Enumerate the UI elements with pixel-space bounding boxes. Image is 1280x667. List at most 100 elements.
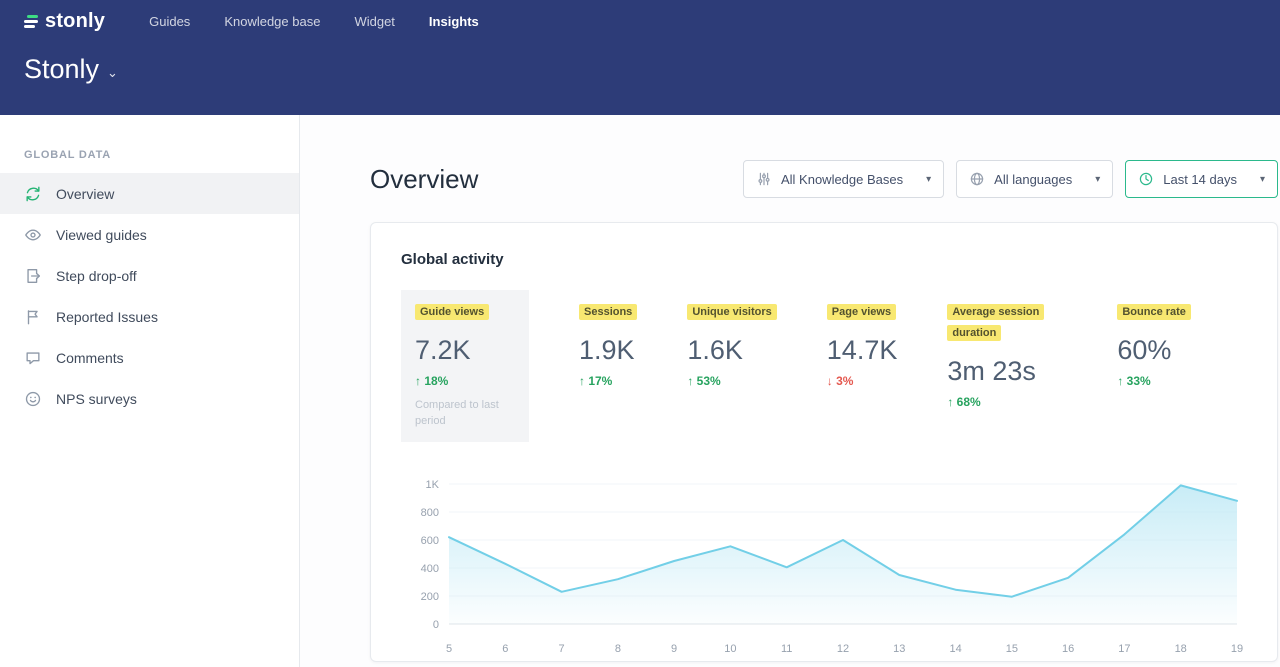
stonly-logo-icon <box>24 15 38 28</box>
metric-label: Unique visitors <box>687 304 776 320</box>
filters-row: All Knowledge Bases▾All languages▾Last 1… <box>743 160 1278 198</box>
chevron-down-icon: ▾ <box>1260 174 1265 185</box>
metric-value: 7.2K <box>415 335 515 366</box>
svg-text:9: 9 <box>671 643 677 655</box>
svg-text:800: 800 <box>421 507 439 519</box>
filter-all-knowledge-bases[interactable]: All Knowledge Bases ▾ <box>743 160 944 198</box>
metric-label: Bounce rate <box>1117 304 1191 320</box>
chevron-down-icon: ▾ <box>1095 174 1100 185</box>
svg-text:400: 400 <box>421 563 439 575</box>
sidebar-item-label: Viewed guides <box>56 227 147 243</box>
chevron-down-icon: ⌄ <box>107 65 118 81</box>
svg-text:600: 600 <box>421 535 439 547</box>
topnav-item-knowledge-base[interactable]: Knowledge base <box>224 14 320 29</box>
svg-text:18: 18 <box>1175 643 1187 655</box>
workspace-name: Stonly <box>24 54 99 85</box>
svg-text:11: 11 <box>781 643 792 655</box>
filter-label: Last 14 days <box>1163 172 1237 187</box>
metric-value: 14.7K <box>827 335 898 366</box>
main-header-row: Overview All Knowledge Bases▾All languag… <box>370 160 1278 198</box>
metric-label: Sessions <box>579 304 637 320</box>
metric-label: Average session duration <box>947 304 1044 341</box>
metric-average-session-duration[interactable]: Average session duration 3m 23s ↑ 68% <box>947 290 1067 421</box>
comment-icon <box>24 349 42 367</box>
sidebar-item-step-drop-off[interactable]: Step drop-off <box>0 255 299 296</box>
sidebar-item-overview[interactable]: Overview <box>0 173 299 214</box>
activity-chart-svg: 0 200 400 600 800 1K 5 6 7 8 9 10 11 12 13 14 15 16 17 18 19 <box>401 468 1247 664</box>
metric-note: Compared to last period <box>415 398 515 430</box>
metric-delta: ↑ 53% <box>687 374 776 388</box>
smiley-icon <box>24 390 42 408</box>
eye-icon <box>24 226 42 244</box>
metric-unique-visitors[interactable]: Unique visitors 1.6K ↑ 53% <box>687 290 776 400</box>
sidebar-item-comments[interactable]: Comments <box>0 337 299 378</box>
flag-icon <box>24 308 42 326</box>
app-header: stonly Guides Knowledge base Widget Insight… <box>0 0 1280 115</box>
metrics-row: Guide views 7.2K ↑ 18% Compared to last per… <box>401 290 1247 442</box>
svg-text:7: 7 <box>559 643 565 655</box>
svg-text:5: 5 <box>446 643 452 655</box>
svg-text:12: 12 <box>837 643 849 655</box>
metric-bounce-rate[interactable]: Bounce rate 60% ↑ 33% <box>1117 290 1191 400</box>
metric-label: Guide views <box>415 304 489 320</box>
metric-delta: ↑ 17% <box>579 374 637 388</box>
stonly-logo-text: stonly <box>45 10 105 33</box>
sidebar-item-label: Reported Issues <box>56 309 158 325</box>
svg-text:13: 13 <box>893 643 905 655</box>
topnav-item-guides[interactable]: Guides <box>149 14 190 29</box>
svg-text:19: 19 <box>1231 643 1243 655</box>
svg-text:17: 17 <box>1118 643 1130 655</box>
sidebar-item-nps-surveys[interactable]: NPS surveys <box>0 378 299 419</box>
metric-delta: ↑ 68% <box>947 395 1067 409</box>
page-body: GLOBAL DATA Overview Viewed guides Step dr… <box>0 115 1280 667</box>
metric-guide-views[interactable]: Guide views 7.2K ↑ 18% Compared to last per… <box>401 290 529 442</box>
svg-text:15: 15 <box>1006 643 1018 655</box>
stonly-logo[interactable]: stonly <box>24 10 105 33</box>
activity-chart: 0 200 400 600 800 1K 5 6 7 8 9 10 11 12 13 14 15 16 17 18 19 <box>401 468 1247 667</box>
filter-label: All languages <box>994 172 1072 187</box>
svg-text:1K: 1K <box>426 479 440 491</box>
sidebar-items: Overview Viewed guides Step drop-off Report… <box>0 173 299 419</box>
workspace-switcher[interactable]: Stonly ⌄ <box>24 54 1256 85</box>
svg-text:0: 0 <box>433 619 439 631</box>
svg-text:8: 8 <box>615 643 621 655</box>
card-title: Global activity <box>401 251 1247 268</box>
svg-text:200: 200 <box>421 591 439 603</box>
metric-label: Page views <box>827 304 896 320</box>
sliders-icon <box>756 171 772 187</box>
svg-text:10: 10 <box>724 643 736 655</box>
sidebar-item-label: NPS surveys <box>56 391 137 407</box>
filter-label: All Knowledge Bases <box>781 172 903 187</box>
metric-value: 1.6K <box>687 335 776 366</box>
topnav-item-insights[interactable]: Insights <box>429 14 479 29</box>
refresh-icon <box>24 185 42 203</box>
svg-text:14: 14 <box>949 643 961 655</box>
topnav-item-widget[interactable]: Widget <box>354 14 394 29</box>
top-navigation: stonly Guides Knowledge base Widget Insight… <box>24 0 1256 42</box>
metric-value: 3m 23s <box>947 356 1067 387</box>
filter-all-languages[interactable]: All languages ▾ <box>956 160 1113 198</box>
metric-delta: ↑ 33% <box>1117 374 1191 388</box>
sidebar-item-viewed-guides[interactable]: Viewed guides <box>0 214 299 255</box>
global-activity-card: Global activity Guide views 7.2K ↑ 18% Comp… <box>370 222 1278 662</box>
metric-page-views[interactable]: Page views 14.7K ↓ 3% <box>827 290 898 400</box>
sidebar-item-label: Overview <box>56 186 114 202</box>
sidebar-section-label: GLOBAL DATA <box>0 149 299 161</box>
main-content: Overview All Knowledge Bases▾All languag… <box>300 115 1280 667</box>
sidebar-item-label: Step drop-off <box>56 268 137 284</box>
sidebar-item-reported-issues[interactable]: Reported Issues <box>0 296 299 337</box>
metric-delta: ↓ 3% <box>827 374 898 388</box>
metric-delta: ↑ 18% <box>415 374 515 388</box>
filter-last-14-days[interactable]: Last 14 days ▾ <box>1125 160 1278 198</box>
step-dropoff-icon <box>24 267 42 285</box>
sidebar-item-label: Comments <box>56 350 124 366</box>
svg-text:16: 16 <box>1062 643 1074 655</box>
clock-icon <box>1138 171 1154 187</box>
svg-text:6: 6 <box>502 643 508 655</box>
metric-sessions[interactable]: Sessions 1.9K ↑ 17% <box>579 290 637 400</box>
globe-icon <box>969 171 985 187</box>
sidebar: GLOBAL DATA Overview Viewed guides Step dr… <box>0 115 300 667</box>
metric-value: 60% <box>1117 335 1191 366</box>
chevron-down-icon: ▾ <box>926 174 931 185</box>
metric-value: 1.9K <box>579 335 637 366</box>
